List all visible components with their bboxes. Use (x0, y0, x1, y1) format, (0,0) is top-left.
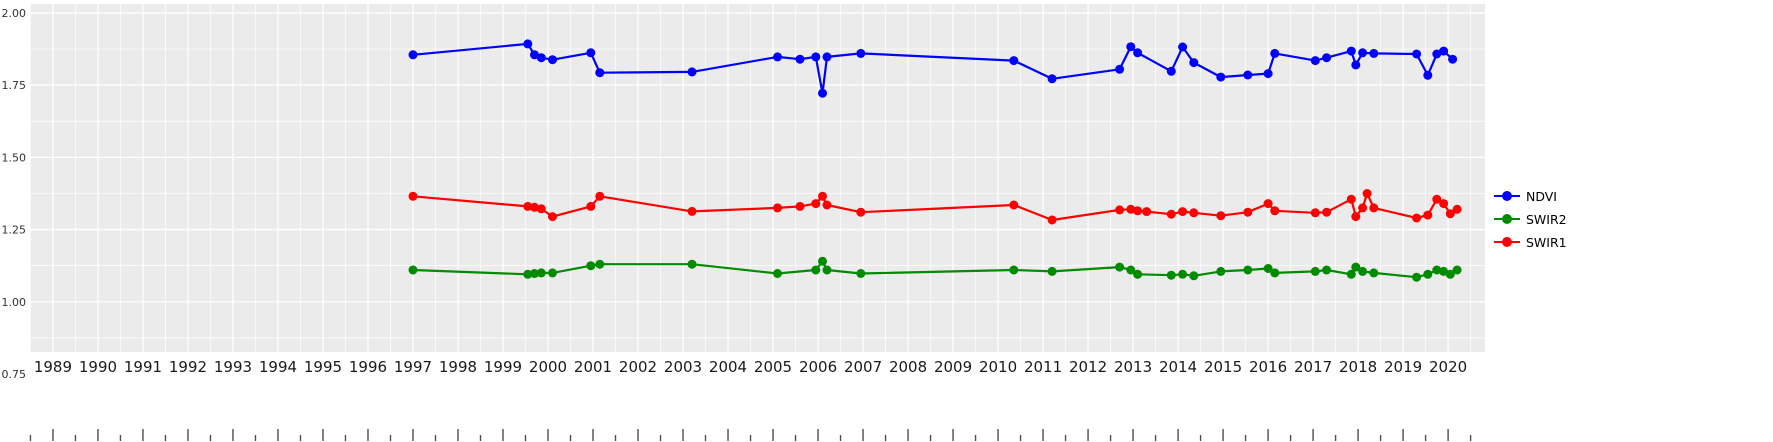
svg-text:1996: 1996 (349, 358, 387, 376)
svg-text:2011: 2011 (1024, 358, 1062, 376)
series-swir1 (408, 189, 1462, 225)
legend-key-swir1 (1494, 234, 1520, 250)
svg-text:1.50: 1.50 (2, 151, 27, 164)
svg-text:2017: 2017 (1294, 358, 1332, 376)
svg-text:2020: 2020 (1429, 358, 1467, 376)
legend-label-swir2: SWIR2 (1526, 211, 1567, 227)
svg-text:2012: 2012 (1069, 358, 1107, 376)
svg-text:2008: 2008 (889, 358, 927, 376)
legend-key-swir2 (1494, 211, 1520, 227)
x-axis-labels: 1989 1990 1991 1992 1993 1994 1995 1996 1997 1998… (34, 358, 1467, 376)
svg-text:1.25: 1.25 (2, 224, 27, 237)
series-swir2 (408, 256, 1462, 282)
legend-label-swir1: SWIR1 (1526, 234, 1567, 250)
svg-text:2009: 2009 (934, 358, 972, 376)
svg-text:2003: 2003 (664, 358, 702, 376)
svg-text:2.00: 2.00 (2, 7, 27, 20)
svg-text:2015: 2015 (1204, 358, 1242, 376)
svg-text:1993: 1993 (214, 358, 252, 376)
legend-item-ndvi: NDVI (1494, 188, 1567, 204)
legend-key-ndvi (1494, 188, 1520, 204)
svg-text:2010: 2010 (979, 358, 1017, 376)
svg-text:2000: 2000 (529, 358, 567, 376)
svg-text:1998: 1998 (439, 358, 477, 376)
svg-text:2014: 2014 (1159, 358, 1197, 376)
svg-text:1991: 1991 (124, 358, 162, 376)
svg-text:2018: 2018 (1339, 358, 1377, 376)
svg-text:1.75: 1.75 (2, 79, 27, 92)
svg-text:2006: 2006 (799, 358, 837, 376)
y-axis-labels: 2.00 1.75 1.50 1.25 1.00 0.75 (2, 7, 27, 381)
series-ndvi (408, 39, 1458, 98)
svg-text:1995: 1995 (304, 358, 342, 376)
svg-text:1989: 1989 (34, 358, 72, 376)
svg-text:2002: 2002 (619, 358, 657, 376)
svg-text:0.75: 0.75 (2, 368, 27, 381)
legend-label-ndvi: NDVI (1526, 188, 1557, 204)
legend-item-swir2: SWIR2 (1494, 211, 1567, 227)
svg-text:1990: 1990 (79, 358, 117, 376)
svg-text:1.00: 1.00 (2, 296, 27, 309)
panel-background (30, 4, 1485, 352)
svg-text:2004: 2004 (709, 358, 747, 376)
svg-text:2016: 2016 (1249, 358, 1287, 376)
svg-text:1994: 1994 (259, 358, 297, 376)
svg-text:1999: 1999 (484, 358, 522, 376)
svg-text:2007: 2007 (844, 358, 882, 376)
svg-text:2013: 2013 (1114, 358, 1152, 376)
svg-text:2019: 2019 (1384, 358, 1422, 376)
svg-text:2001: 2001 (574, 358, 612, 376)
x-axis-ticks (29, 429, 1472, 441)
svg-text:2005: 2005 (754, 358, 792, 376)
legend: NDVI SWIR2 SWIR1 (1494, 188, 1567, 250)
legend-item-swir1: SWIR1 (1494, 234, 1567, 250)
grid-minor (30, 4, 1485, 352)
svg-text:1997: 1997 (394, 358, 432, 376)
svg-text:1992: 1992 (169, 358, 207, 376)
